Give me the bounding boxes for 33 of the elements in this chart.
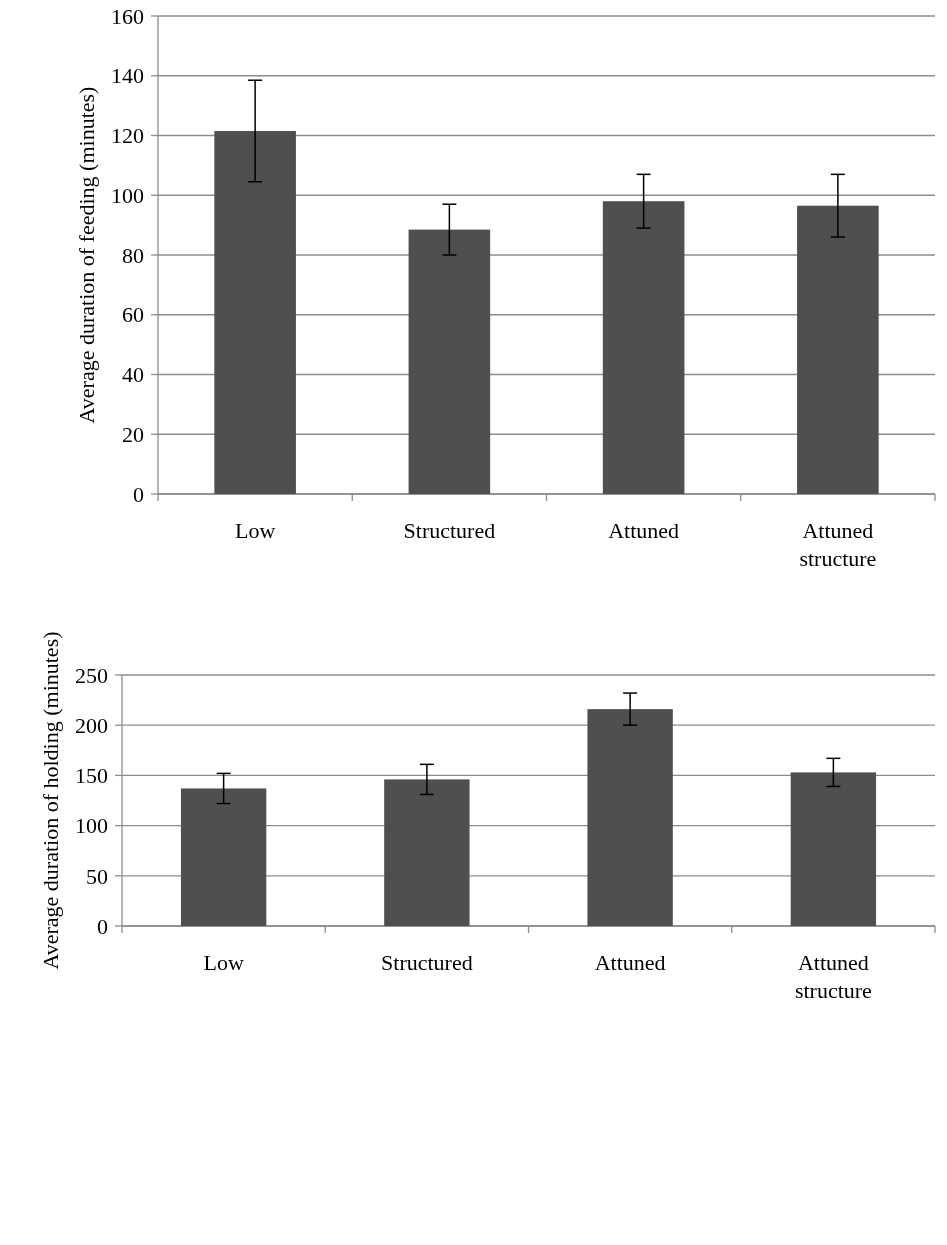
y-tick-label: 120 bbox=[111, 123, 144, 149]
y-tick-label: 0 bbox=[97, 913, 108, 939]
y-axis-title: Average duration of feeding (minutes) bbox=[74, 86, 99, 424]
x-tick-label: Structured bbox=[381, 950, 473, 975]
bar bbox=[408, 229, 491, 494]
y-tick-label: 200 bbox=[75, 712, 108, 738]
y-tick-label: 60 bbox=[122, 302, 144, 328]
x-tick-label: Low bbox=[203, 950, 244, 975]
bar bbox=[790, 772, 877, 926]
y-tick-label: 50 bbox=[86, 863, 108, 889]
x-tick-label: Attuned structure bbox=[799, 518, 877, 571]
y-tick-label: 150 bbox=[75, 763, 108, 789]
x-tick-label: Structured bbox=[403, 518, 496, 543]
y-tick-label: 0 bbox=[133, 481, 144, 507]
bar bbox=[180, 788, 267, 926]
y-tick-label: 100 bbox=[111, 182, 144, 208]
x-tick-label: Attuned bbox=[594, 950, 666, 975]
y-tick-label: 160 bbox=[111, 3, 144, 29]
x-tick-label: Attuned structure bbox=[794, 950, 872, 1003]
y-tick-label: 250 bbox=[75, 662, 108, 688]
y-tick-label: 40 bbox=[122, 362, 144, 388]
y-axis-title: Average duration of holding (minutes) bbox=[38, 631, 63, 970]
bar bbox=[602, 201, 685, 494]
bar bbox=[214, 131, 296, 494]
x-tick-label: Attuned bbox=[608, 518, 680, 543]
y-tick-label: 140 bbox=[111, 63, 144, 89]
y-tick-label: 100 bbox=[75, 813, 108, 839]
bar bbox=[797, 205, 879, 494]
bar bbox=[587, 709, 673, 926]
bar bbox=[384, 779, 470, 926]
y-tick-label: 20 bbox=[122, 421, 144, 447]
x-tick-label: Low bbox=[234, 518, 276, 543]
y-tick-label: 80 bbox=[122, 242, 144, 268]
